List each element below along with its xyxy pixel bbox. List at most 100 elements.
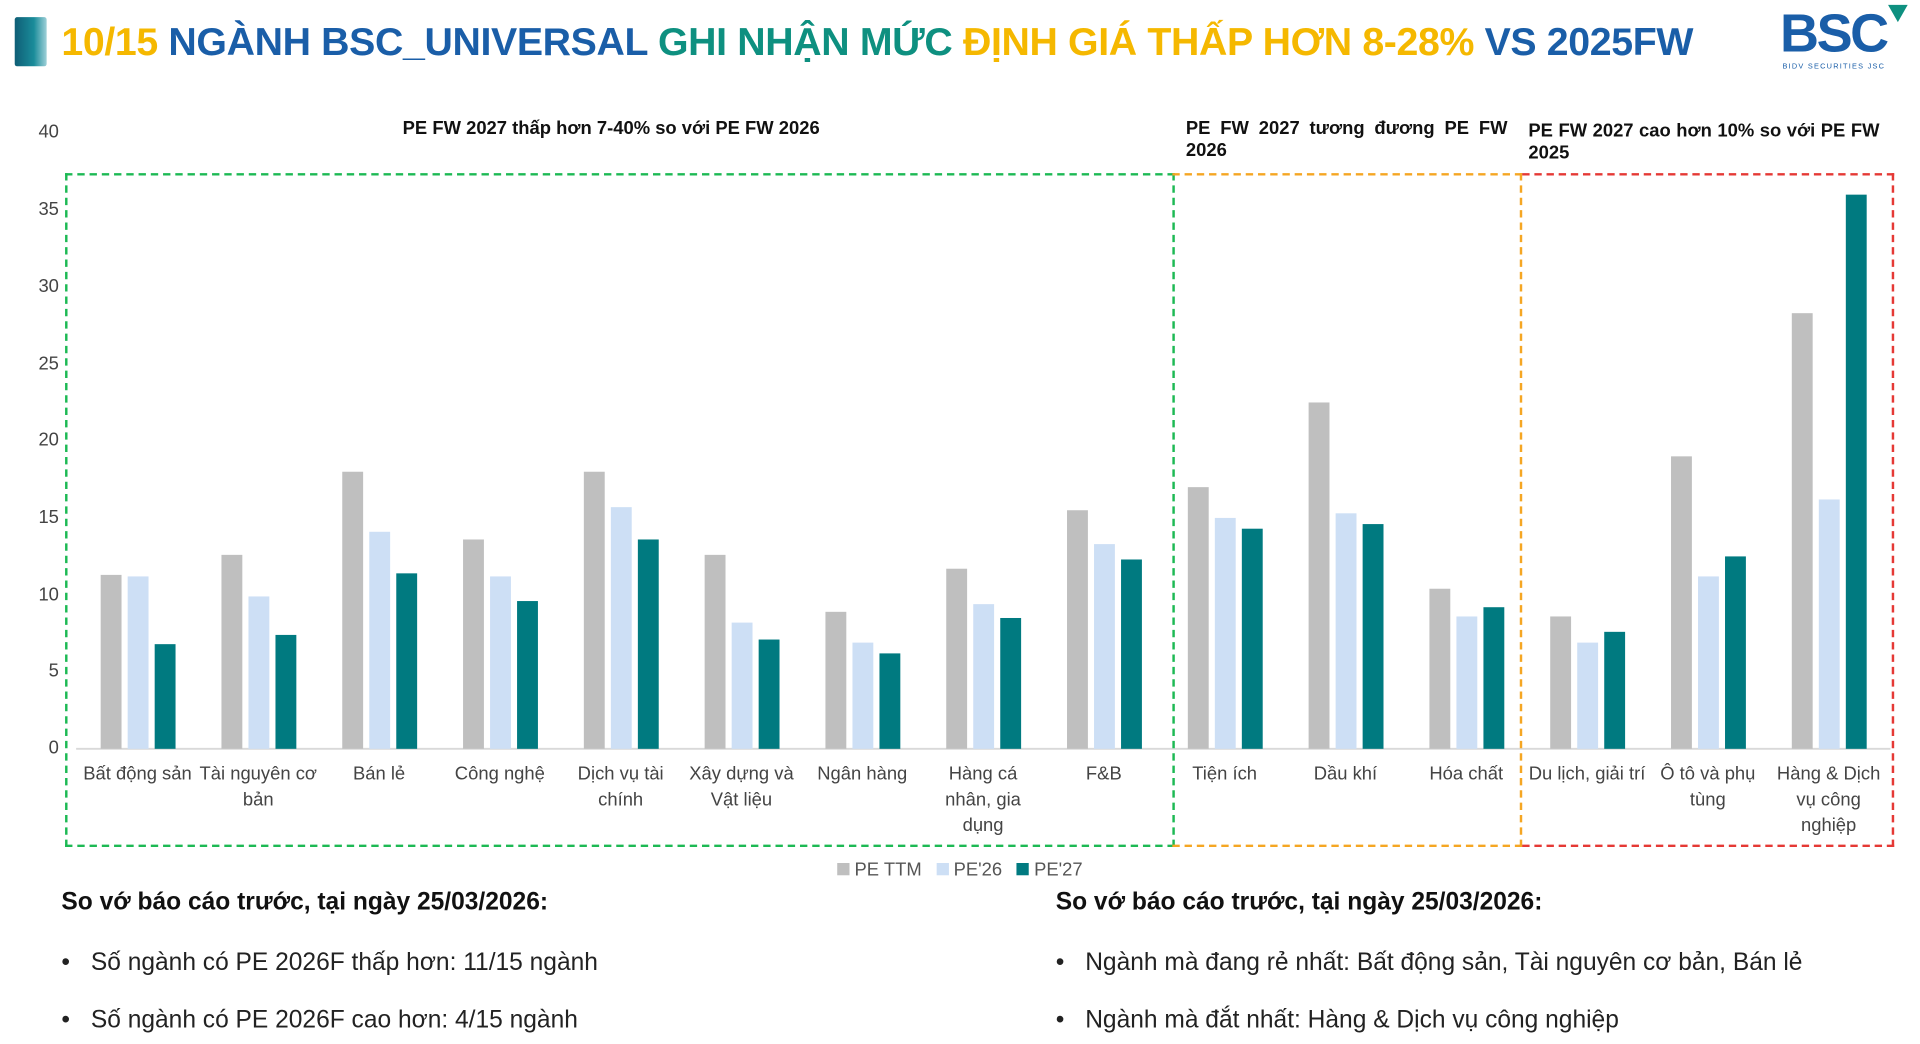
- title-segment: ĐỊNH GIÁ THẤP HƠN 8-28%: [952, 19, 1475, 64]
- notes-left: So vớ báo cáo trước, tại ngày 25/03/2026…: [61, 889, 1019, 1035]
- bar-pe-27: [1000, 617, 1022, 749]
- bar-pe-ttm: [1791, 313, 1813, 749]
- bar-pe-27: [517, 601, 538, 749]
- group-label: PE FW 2027 cao hơn 10% so với PE FW 2025: [1528, 120, 1880, 164]
- bar-pe-27: [1845, 194, 1867, 749]
- bar-pe-26: [1335, 513, 1357, 749]
- bar-pe-27: [154, 644, 176, 749]
- bullet-item: • Ngành mà đắt nhất: Hàng & Dịch vụ công …: [1056, 1007, 1915, 1035]
- bar-pe-27: [275, 634, 297, 749]
- bar-pe-26: [852, 642, 874, 749]
- bar-pe-ttm: [704, 554, 726, 749]
- x-category-label: Bán lẻ: [318, 761, 441, 787]
- category-label-line: nghiệp: [1800, 815, 1857, 836]
- bullet-dot: •: [61, 948, 70, 976]
- legend-swatch: [1016, 863, 1030, 876]
- category-label-line: nhân, gia: [945, 789, 1021, 811]
- bar-pe-26: [1214, 517, 1236, 749]
- bar-pe-26: [731, 622, 753, 749]
- bar-pe-ttm: [583, 471, 605, 749]
- logo-text: BSC: [1780, 3, 1889, 64]
- bullet-item: • Số ngành có PE 2026F cao hơn: 4/15 ngàn…: [61, 1007, 1019, 1035]
- y-tick-label: 0: [48, 737, 59, 759]
- bar-pe-27: [1241, 528, 1263, 749]
- x-category-label: Du lịch, giải trí: [1526, 761, 1649, 787]
- title-accent-bar: [14, 17, 47, 67]
- bar-pe-ttm: [1308, 402, 1330, 749]
- x-category-label: Hàng & Dịch vụ công nghiệp: [1767, 761, 1890, 838]
- notes-right-heading: So vớ báo cáo trước, tại ngày 25/03/2026…: [1055, 888, 1543, 916]
- y-tick-label: 15: [38, 506, 59, 528]
- x-category-label: Bất động sản: [76, 761, 199, 787]
- bar-pe-26: [1818, 499, 1840, 749]
- bar-pe-ttm: [342, 471, 364, 749]
- category-label-line: tùng: [1689, 789, 1726, 811]
- category-label-line: Hóa chất: [1429, 763, 1504, 785]
- category-label-line: Ngân hàng: [817, 763, 908, 785]
- y-tick-label: 25: [38, 352, 59, 374]
- category-label-line: Tài nguyên cơ: [199, 763, 318, 785]
- x-category-label: Hàng cá nhân, gia dụng: [922, 761, 1045, 838]
- bar-pe-ttm: [463, 539, 484, 749]
- category-label-line: Bán lẻ: [352, 763, 406, 785]
- category-label-line: Công nghệ: [454, 763, 545, 785]
- bullet-item: • Ngành mà đang rẻ nhất: Bất động sản, Tà…: [1056, 949, 1915, 977]
- logo-subtext: BIDV SECURITIES JSC: [1782, 63, 1886, 72]
- notes-left-heading: So vớ báo cáo trước, tại ngày 25/03/2026…: [61, 888, 549, 916]
- y-tick-label: 40: [38, 122, 59, 143]
- legend-swatch: [936, 863, 949, 876]
- y-tick-label: 30: [38, 275, 59, 297]
- bar-pe-ttm: [100, 574, 122, 749]
- bullet-dot: •: [61, 1006, 70, 1034]
- bar-pe-27: [1483, 607, 1505, 749]
- title-segment: NGÀNH BSC_UNIVERSAL: [157, 19, 648, 64]
- x-category-label: Tài nguyên cơ bản: [197, 761, 320, 813]
- category-label-line: Hàng cá: [948, 763, 1018, 785]
- category-label-line: Tiện ích: [1192, 763, 1258, 785]
- page-title: 10/15 NGÀNH BSC_UNIVERSAL GHI NHẬN MỨC Đ…: [61, 20, 1693, 65]
- bar-pe-ttm: [1187, 487, 1209, 749]
- legend-item: PE'26: [936, 859, 1002, 880]
- legend-swatch: [837, 863, 850, 876]
- bar-pe-ttm: [1550, 616, 1572, 749]
- bullet-text: Ngành mà đang rẻ nhất: Bất động sản, Tài…: [1085, 948, 1803, 976]
- y-tick-label: 5: [48, 660, 59, 682]
- legend-label: PE TTM: [854, 859, 922, 881]
- bullet-dot: •: [1055, 948, 1065, 976]
- x-category-label: Ô tô và phụ tùng: [1646, 761, 1769, 813]
- bar-pe-26: [127, 576, 149, 749]
- bar-pe-26: [1577, 642, 1599, 749]
- bar-pe-27: [1362, 524, 1384, 749]
- bullet-text: Ngành mà đắt nhất: Hàng & Dịch vụ công n…: [1085, 1006, 1619, 1034]
- bar-pe-26: [610, 507, 632, 749]
- category-label-line: Du lịch, giải trí: [1528, 763, 1646, 785]
- legend-item: PE'27: [1016, 859, 1083, 880]
- group-box: [1522, 173, 1895, 848]
- group-box: [65, 173, 1175, 848]
- title-segment: VS 2025FW: [1474, 19, 1694, 64]
- x-category-label: Tiện ích: [1163, 761, 1286, 787]
- bar-pe-ttm: [1067, 510, 1088, 749]
- category-label-line: chính: [598, 789, 644, 811]
- category-label-line: Dịch vụ tài: [577, 763, 664, 785]
- x-category-label: F&B: [1042, 761, 1165, 787]
- y-tick-label: 20: [38, 429, 59, 451]
- bar-pe-ttm: [1671, 456, 1692, 749]
- bar-pe-ttm: [1429, 588, 1451, 749]
- bar-pe-27: [1604, 631, 1626, 749]
- category-label-line: bản: [242, 789, 274, 811]
- bar-pe-ttm: [946, 568, 968, 749]
- x-category-label: Ngân hàng: [801, 761, 924, 787]
- category-label-line: Bất động sản: [83, 763, 192, 785]
- y-tick-label: 10: [38, 583, 59, 605]
- bsc-logo: BSC BIDV SECURITIES JSC: [1780, 3, 1920, 79]
- group-label: PE FW 2027 tương đương PE FW 2026: [1185, 117, 1508, 161]
- category-label-line: F&B: [1085, 763, 1122, 785]
- y-tick-label: 35: [38, 198, 59, 220]
- title-segment: 10/15: [61, 19, 158, 64]
- category-label-line: dụng: [962, 815, 1004, 836]
- bar-pe-ttm: [221, 554, 243, 749]
- bar-pe-26: [1456, 616, 1478, 749]
